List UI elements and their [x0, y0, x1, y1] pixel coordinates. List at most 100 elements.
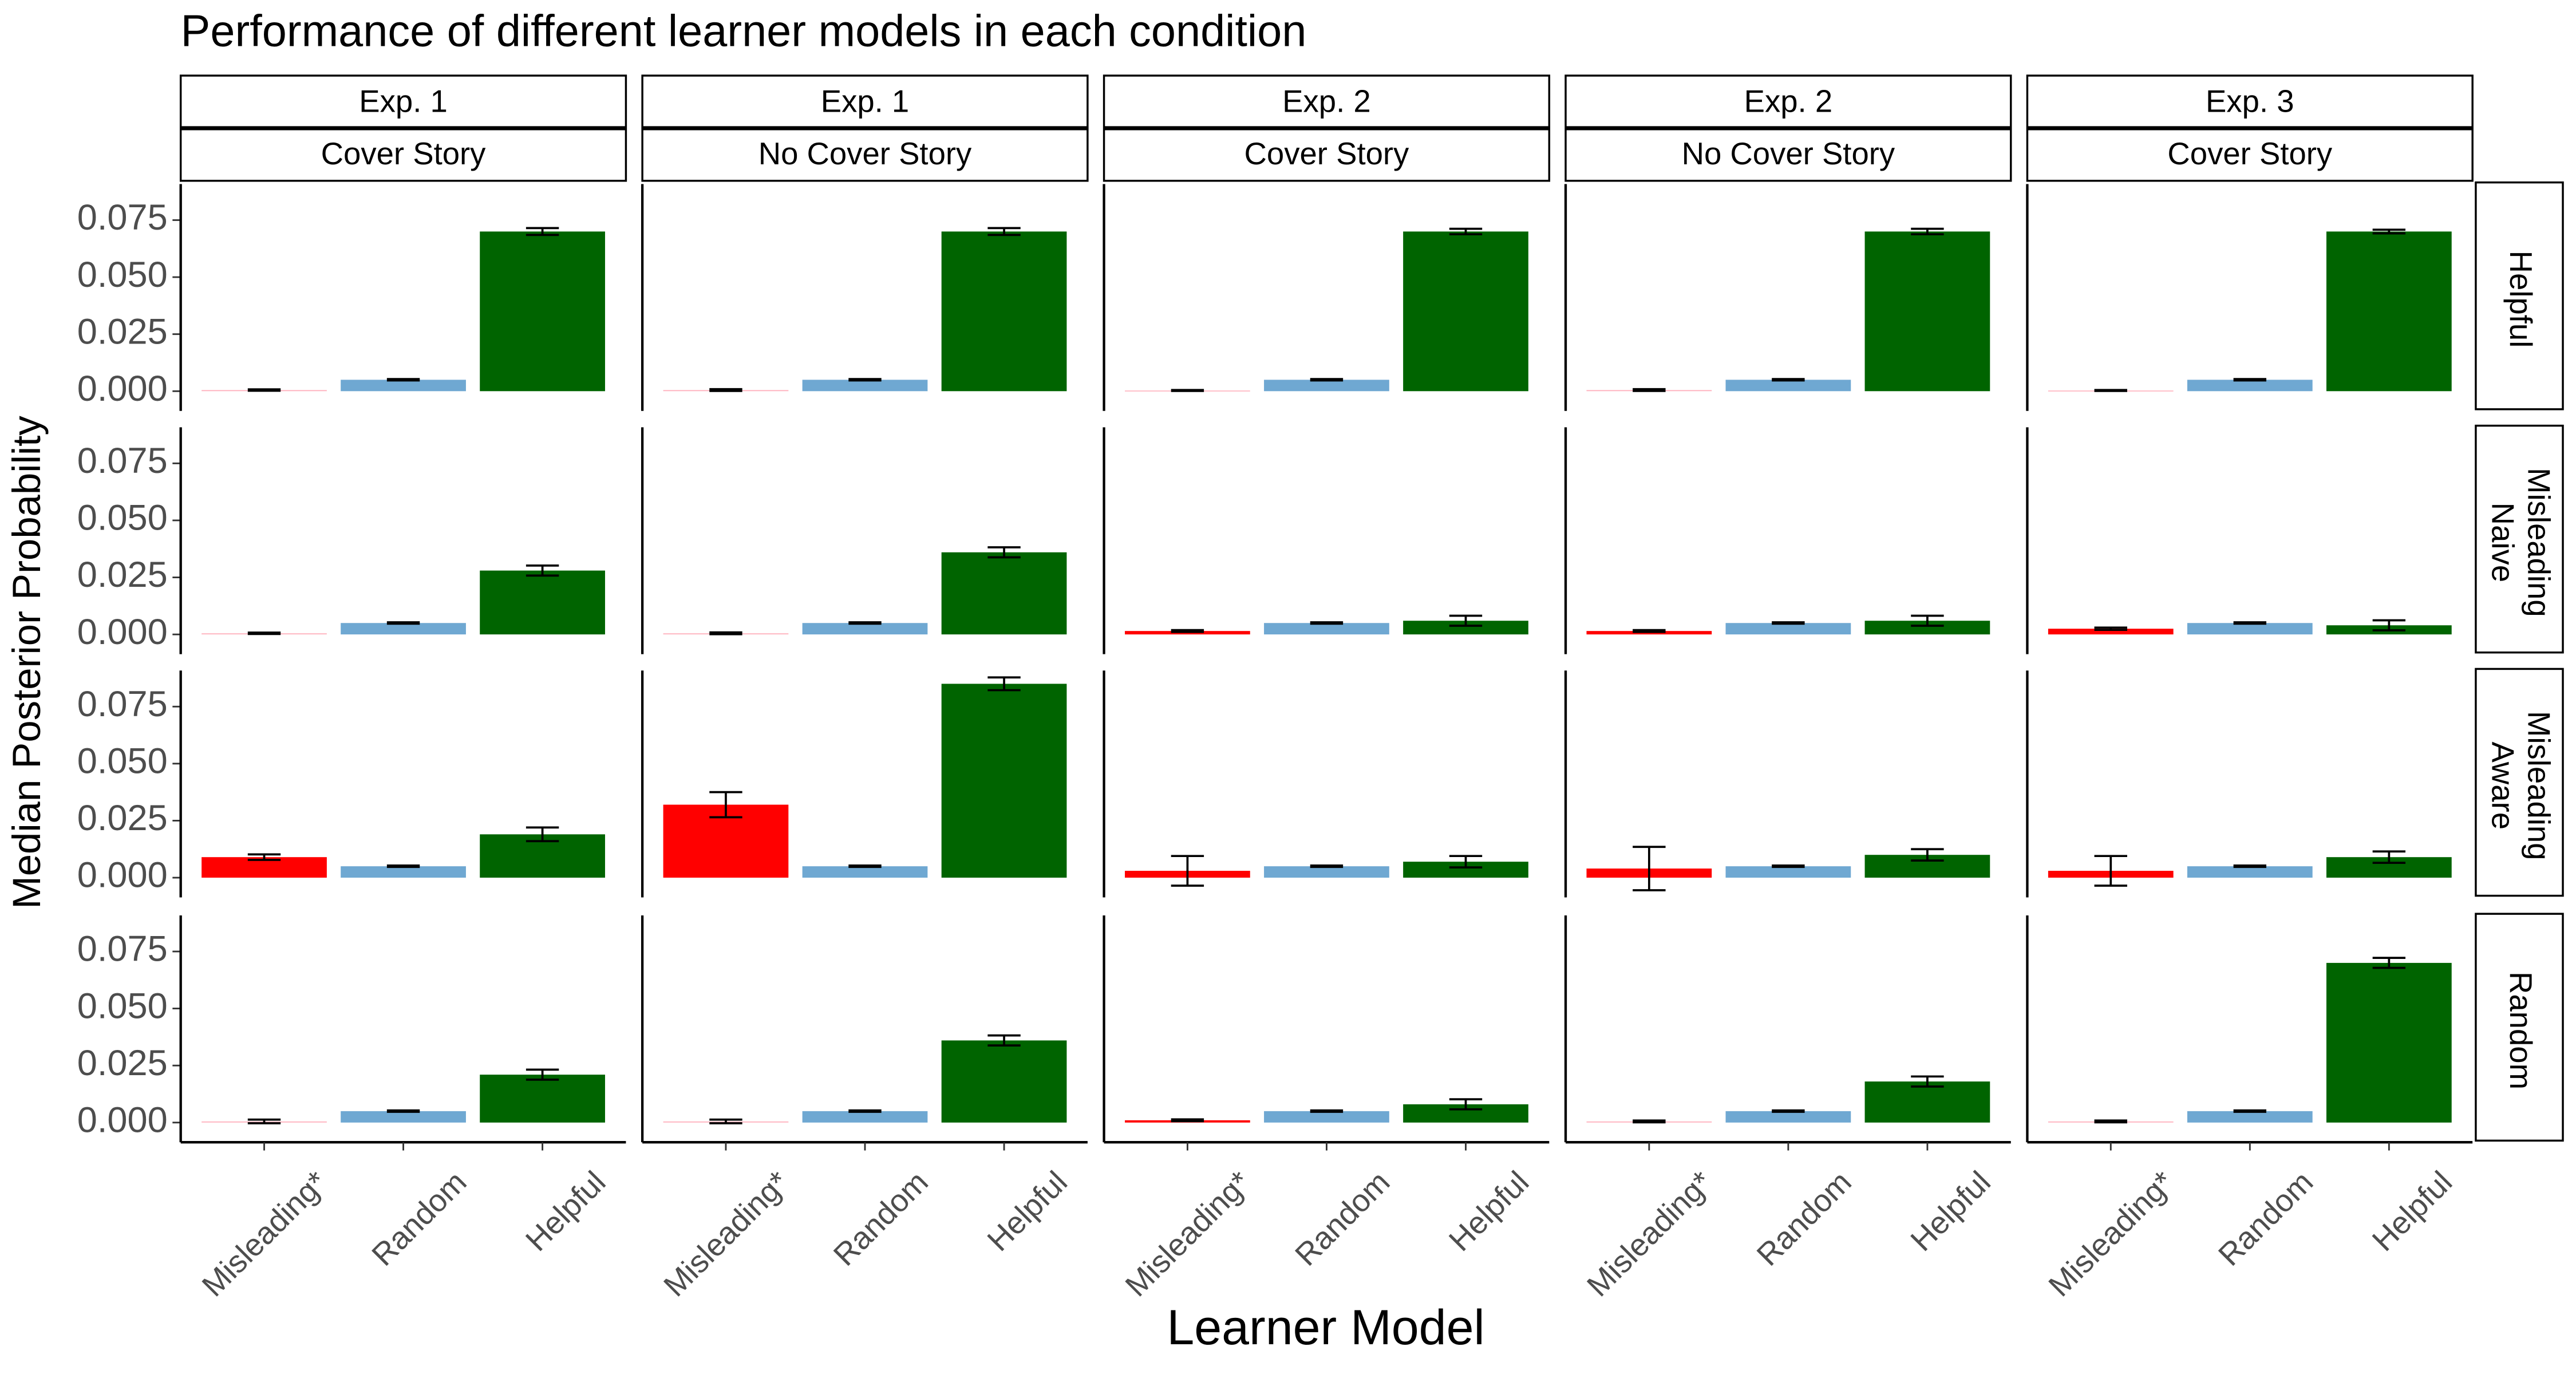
error-bar: [2094, 626, 2127, 631]
strip-label: Misleading: [2522, 711, 2557, 860]
error-bar: [987, 1034, 1021, 1047]
error-bar: [709, 791, 742, 819]
bar: [341, 623, 466, 635]
x-tick-label: Misleading*: [1119, 1164, 1257, 1303]
bar: [1864, 1081, 1990, 1123]
bar: [802, 866, 928, 878]
error-bar: [709, 1118, 742, 1124]
strip-label: Cover Story: [1244, 136, 1410, 171]
strip-label: Cover Story: [321, 136, 487, 171]
error-bar: [1772, 378, 1805, 382]
bar: [802, 1111, 928, 1123]
bar: [2187, 1111, 2313, 1123]
bar: [1403, 231, 1528, 392]
bar: [802, 623, 928, 635]
bar: [480, 1075, 605, 1123]
error-bar: [1171, 855, 1204, 887]
y-tick-label: 0.000: [77, 1100, 168, 1140]
strip-label: Cover Story: [2167, 136, 2333, 171]
bar: [1725, 623, 1851, 635]
bar: [2048, 629, 2174, 635]
x-axis-title: Learner Model: [1167, 1300, 1484, 1355]
y-axis-title: Median Posterior Probability: [5, 416, 49, 909]
error-bar: [848, 378, 882, 382]
bar: [1264, 380, 1389, 392]
bar: [341, 380, 466, 392]
error-bar: [1911, 614, 1944, 627]
error-bar: [1633, 846, 1666, 891]
y-tick-label: 0.000: [77, 369, 168, 409]
error-bar: [1911, 227, 1944, 236]
y-tick-label: 0.050: [77, 498, 168, 538]
error-bar: [1449, 227, 1483, 236]
bar: [1864, 231, 1990, 392]
x-tick-label: Helpful: [519, 1164, 612, 1258]
error-bar: [848, 864, 882, 868]
bar: [941, 1040, 1067, 1123]
error-bar: [1633, 388, 1666, 392]
error-bar: [1449, 614, 1483, 627]
strip-label: Misleading: [2522, 468, 2557, 617]
x-tick-label: Random: [827, 1164, 935, 1273]
error-bar: [709, 631, 742, 635]
bar: [341, 866, 466, 878]
strip-label: Exp. 1: [359, 84, 448, 119]
bar: [2326, 231, 2452, 392]
error-bar: [526, 227, 559, 236]
strip-label: No Cover Story: [1682, 136, 1895, 171]
bar: [941, 552, 1067, 635]
error-bar: [247, 1118, 281, 1124]
x-tick-label: Random: [365, 1164, 473, 1273]
x-tick-label: Helpful: [1442, 1164, 1535, 1258]
error-bar: [987, 676, 1021, 692]
strip-label: Exp. 2: [1282, 84, 1371, 119]
error-bar: [709, 388, 742, 392]
error-bar: [1772, 864, 1805, 868]
bar: [2187, 380, 2313, 392]
x-tick-label: Misleading*: [2042, 1164, 2180, 1303]
y-tick-label: 0.050: [77, 741, 168, 781]
bar: [480, 231, 605, 392]
bar: [1264, 866, 1389, 878]
error-bar: [1310, 1109, 1344, 1113]
error-bar: [2094, 855, 2127, 887]
y-tick-label: 0.050: [77, 986, 168, 1026]
error-bar: [386, 1109, 420, 1113]
error-bar: [2372, 957, 2406, 969]
bar: [341, 1111, 466, 1123]
error-bar: [247, 631, 281, 635]
y-tick-label: 0.050: [77, 255, 168, 295]
error-bar: [2094, 1119, 2127, 1124]
bar: [1725, 380, 1851, 392]
y-tick-label: 0.075: [77, 929, 168, 969]
error-bar: [2094, 389, 2127, 392]
bar: [802, 380, 928, 392]
y-tick-label: 0.075: [77, 684, 168, 724]
error-bar: [386, 378, 420, 382]
error-bar: [1171, 629, 1204, 633]
strip-label: Exp. 2: [1744, 84, 1833, 119]
error-bar: [2233, 378, 2267, 382]
strip-label: Helpful: [2503, 251, 2538, 348]
x-tick-label: Misleading*: [657, 1164, 796, 1303]
y-tick-label: 0.025: [77, 555, 168, 595]
error-bar: [526, 564, 559, 577]
error-bar: [848, 1109, 882, 1113]
strip-label: Aware: [2486, 741, 2520, 830]
error-bar: [526, 1068, 559, 1081]
x-tick-label: Random: [1750, 1164, 1858, 1273]
y-tick-label: 0.000: [77, 612, 168, 652]
strip-label: No Cover Story: [758, 136, 972, 171]
strip-label: Exp. 3: [2206, 84, 2294, 119]
bar: [1264, 623, 1389, 635]
error-bar: [1633, 1119, 1666, 1124]
bar: [1725, 1111, 1851, 1123]
y-tick-label: 0.075: [77, 441, 168, 481]
x-tick-label: Helpful: [2365, 1164, 2459, 1258]
error-bar: [1310, 864, 1344, 868]
error-bar: [1171, 389, 1204, 392]
bar: [1864, 621, 1990, 635]
error-bar: [1772, 1109, 1805, 1113]
x-tick-label: Random: [2211, 1164, 2320, 1273]
